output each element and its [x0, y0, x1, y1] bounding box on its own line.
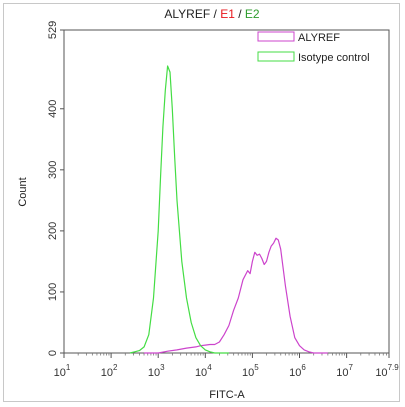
x-tick-label-1: 102 [101, 363, 118, 379]
legend: ALYREF Isotype control [257, 31, 370, 64]
legend-swatch-alyref [257, 31, 295, 42]
x-axis-label: FITC-A [209, 389, 245, 401]
title-part-2: E1 [220, 7, 235, 21]
y-tick-label-100: 100 [47, 283, 59, 301]
series-layer [129, 65, 328, 354]
plot-area [63, 29, 390, 354]
y-axis: 0 100 200 300 400 529 [47, 21, 64, 356]
x-tick-label-2: 103 [148, 363, 165, 379]
x-axis: 101 102 103 104 105 106 107 107.9 [54, 353, 399, 379]
title-part-0: ALYREF [164, 7, 210, 21]
chart-title: ALYREF / E1 / E2 [164, 7, 260, 21]
title-part-3: / [235, 7, 245, 21]
y-tick-label-200: 200 [47, 222, 59, 240]
y-tick-label-300: 300 [47, 161, 59, 179]
y-tick-label-0: 0 [47, 350, 59, 356]
title-part-4: E2 [245, 7, 260, 21]
x-tick-label-0: 101 [54, 363, 71, 379]
x-tick-label-5: 106 [289, 363, 306, 379]
x-tick-label-7: 107.9 [375, 363, 399, 379]
y-axis-label: Count [17, 177, 29, 206]
title-part-1: / [210, 7, 220, 21]
x-tick-label-4: 105 [242, 363, 259, 379]
series-line-alyref [144, 237, 328, 354]
y-tick-label-400: 400 [47, 100, 59, 118]
series-line-isotype-control [129, 65, 229, 354]
legend-label-alyref: ALYREF [298, 32, 340, 44]
legend-label-isotype: Isotype control [298, 52, 370, 64]
legend-swatch-isotype [257, 51, 295, 62]
x-tick-label-6: 107 [336, 363, 353, 379]
y-tick-label-529: 529 [47, 21, 59, 39]
x-tick-label-3: 104 [195, 363, 212, 379]
